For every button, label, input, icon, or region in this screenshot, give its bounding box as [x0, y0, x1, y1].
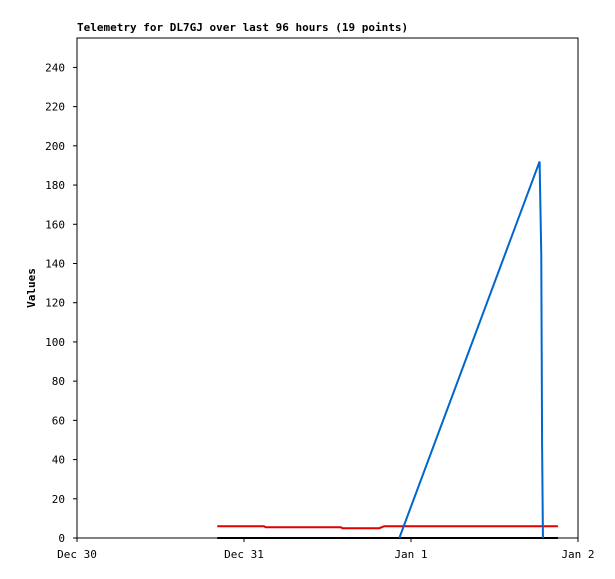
y-tick-label: 0: [58, 532, 65, 545]
y-tick-label: 60: [52, 414, 65, 427]
y-tick-label: 20: [52, 493, 65, 506]
y-axis-label: Values: [25, 268, 38, 308]
y-tick-label: 240: [45, 61, 65, 74]
y-tick-label: 220: [45, 101, 65, 114]
y-tick-label: 120: [45, 297, 65, 310]
chart-title: Telemetry for DL7GJ over last 96 hours (…: [77, 21, 408, 34]
y-tick-label: 100: [45, 336, 65, 349]
x-tick-label: Dec 31: [224, 548, 264, 561]
y-tick-label: 80: [52, 375, 65, 388]
y-tick-label: 160: [45, 218, 65, 231]
series-line: [217, 525, 558, 530]
y-tick-label: 40: [52, 454, 65, 467]
y-tick-label: 180: [45, 179, 65, 192]
x-tick-label: Dec 30: [57, 548, 97, 561]
x-tick-label: Jan 1: [394, 548, 427, 561]
y-tick-label: 200: [45, 140, 65, 153]
plot-frame: [76, 37, 579, 539]
x-tick-label: Jan 2: [561, 548, 594, 561]
y-tick-label: 140: [45, 257, 65, 270]
series-line: [398, 161, 544, 539]
